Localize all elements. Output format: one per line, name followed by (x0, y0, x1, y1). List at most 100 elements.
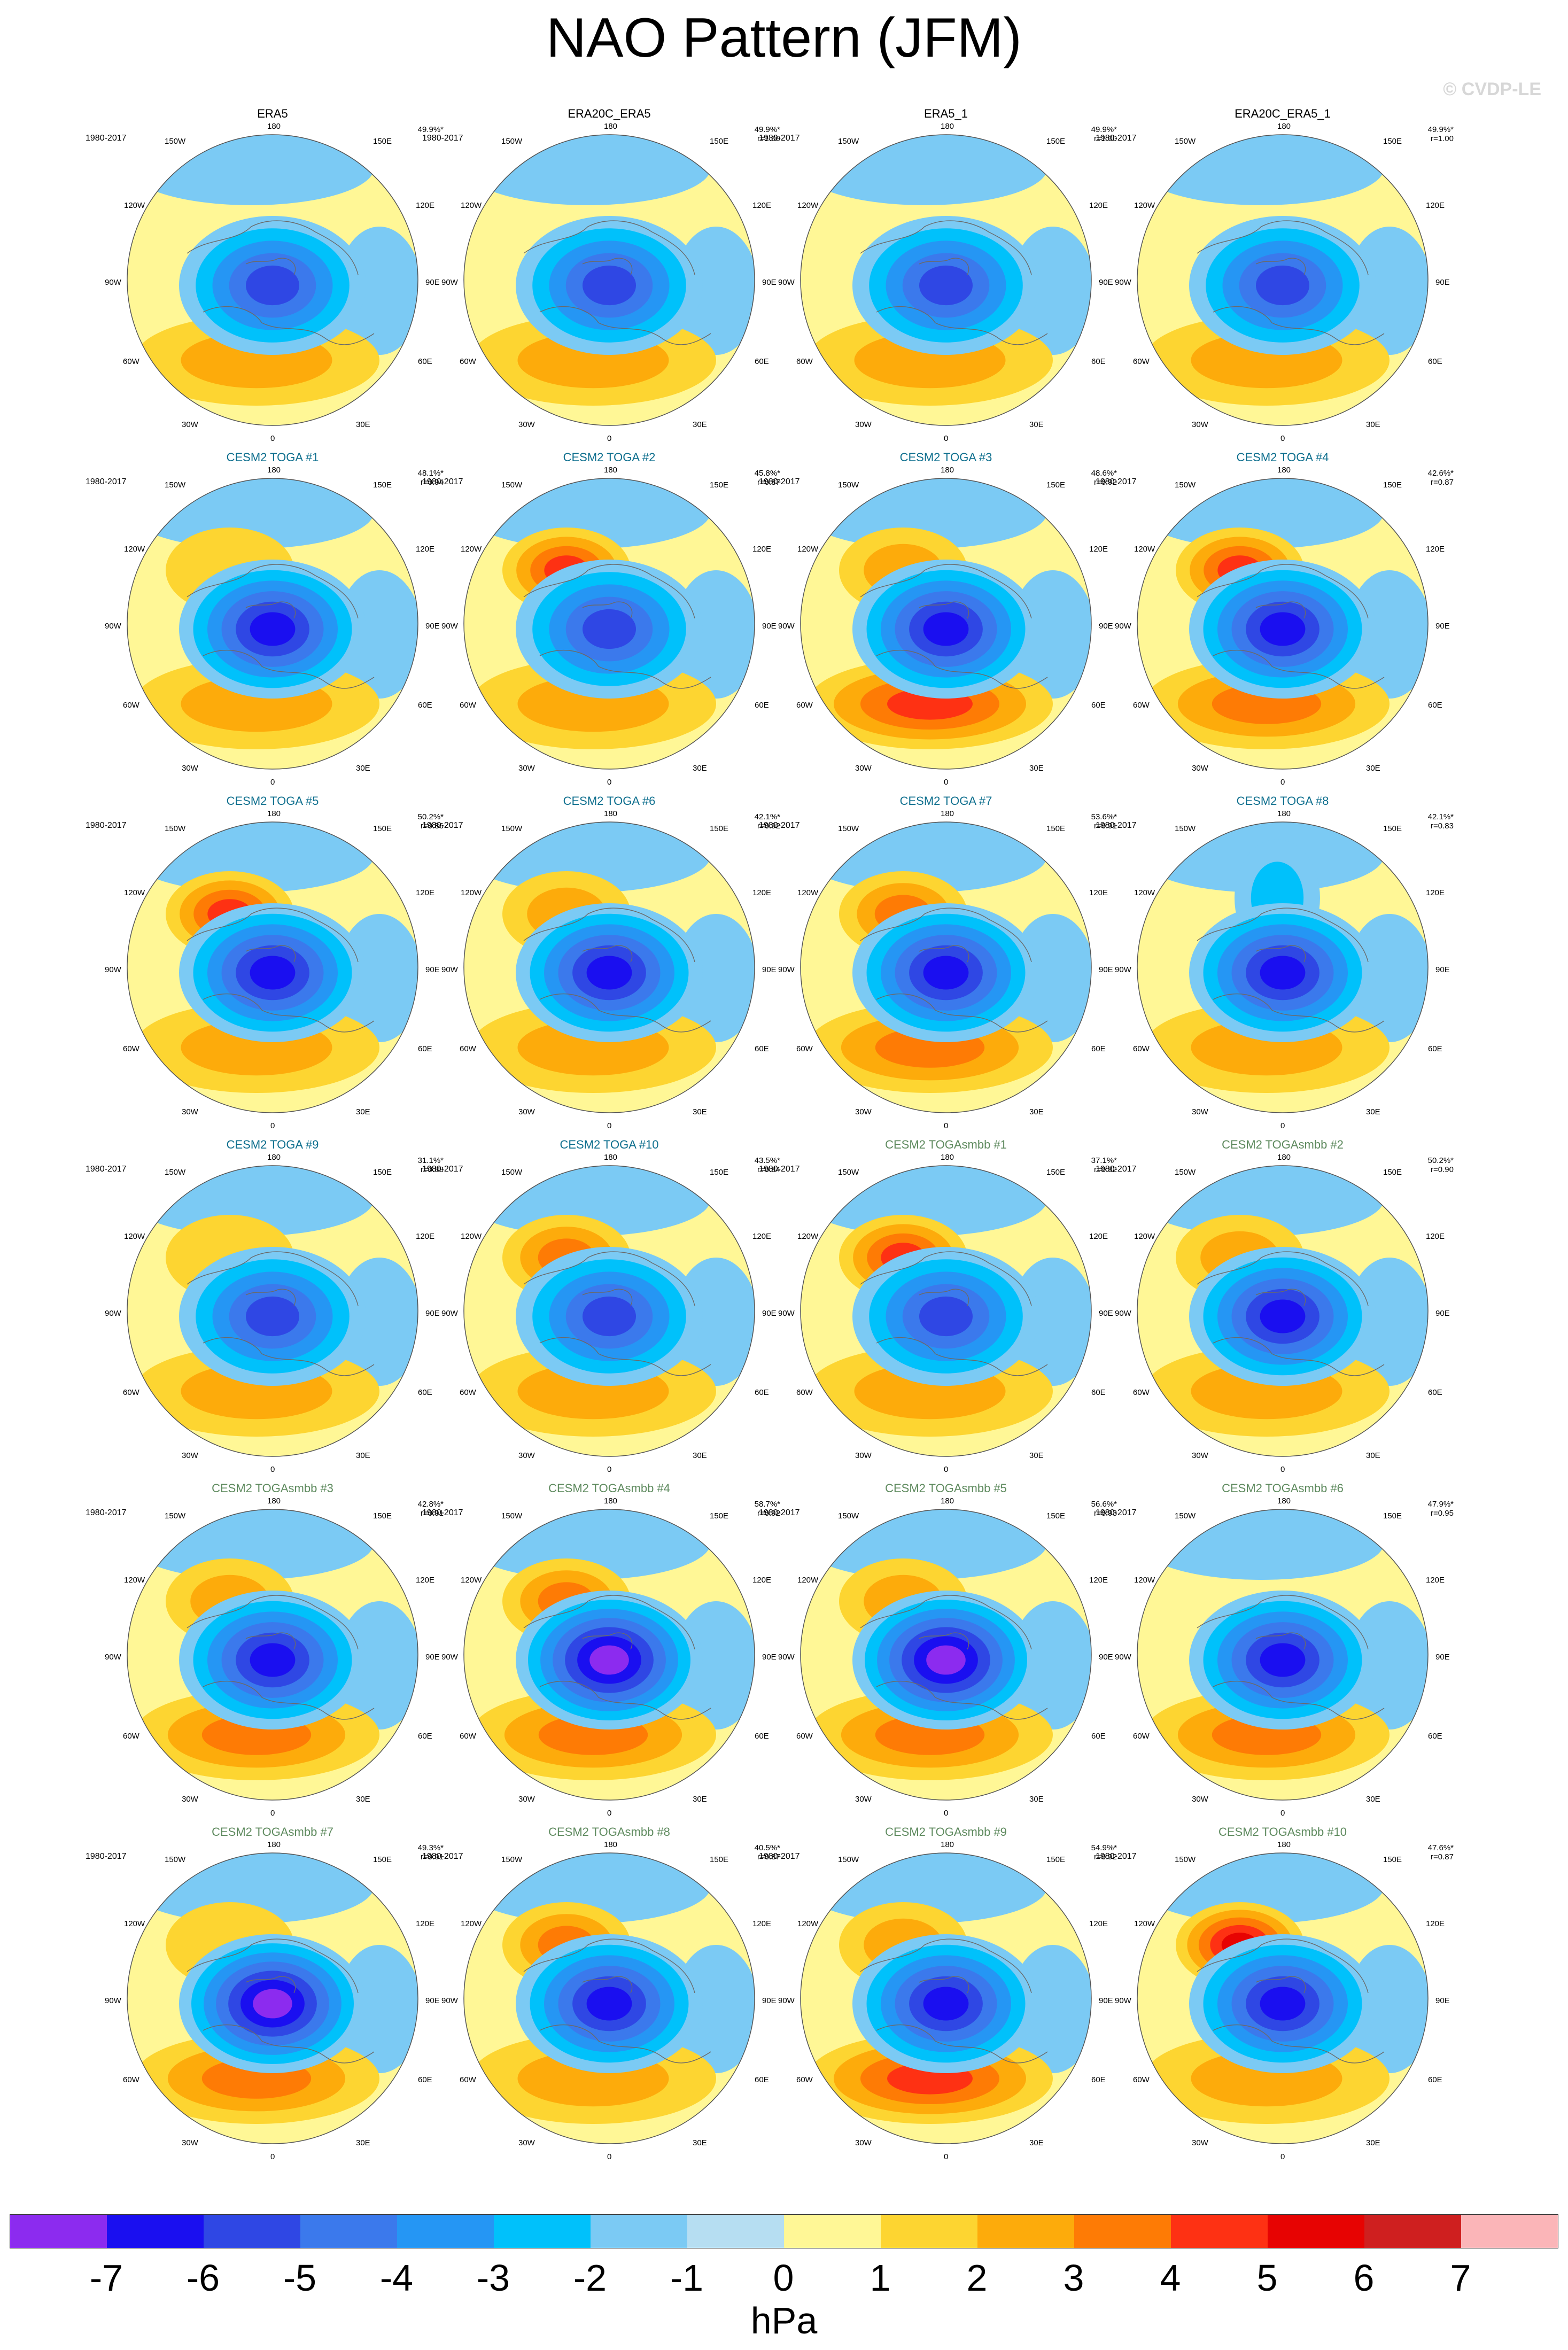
lon-label: 90W (778, 1653, 795, 1662)
arctic-low-contour-6 (1260, 1299, 1306, 1333)
polar-map (800, 1509, 1092, 1801)
lon-label: 30W (1192, 1795, 1208, 1804)
lon-label: 180 (604, 1840, 618, 1849)
arctic-low-contour-6 (1260, 612, 1306, 646)
lon-label: 90W (1115, 1996, 1131, 2005)
lon-label: 150E (1046, 1511, 1066, 1521)
lon-label: 150W (1175, 480, 1196, 490)
polar-map (463, 134, 755, 426)
lon-label: 60E (755, 701, 769, 710)
lon-label: 90W (1115, 1653, 1131, 1662)
lon-label: 180 (267, 1153, 281, 1162)
coastlines (187, 1595, 375, 1720)
variance-explained: 49.9%* (417, 125, 444, 134)
polar-map (800, 1852, 1092, 2144)
arctic-low-contour-7 (253, 1989, 292, 2019)
lon-label: 150E (710, 824, 729, 833)
panel-title: CESM2 TOGA #8 (1236, 794, 1329, 808)
panel-title: CESM2 TOGA #4 (1236, 451, 1329, 464)
map-border (1137, 1852, 1429, 2144)
map-panel: CESM2 TOGAsmbb #10 1980-2017 47.6%* r=0.87 1… (1096, 1825, 1470, 2167)
coastlines (187, 220, 375, 345)
lon-label: 0 (607, 434, 612, 443)
variance-explained: 50.2%* (1427, 1156, 1454, 1165)
map-border (1137, 478, 1429, 770)
map-panel: ERA20C_ERA5 1980-2017 49.9%* r=1.00 180 0 150W… (422, 107, 796, 449)
lon-label: 180 (1277, 466, 1291, 475)
lon-label: 120E (416, 201, 435, 210)
map-panel: CESM2 TOGAsmbb #7 1980-2017 49.3%* r=0.91 18… (86, 1825, 460, 2167)
lon-label: 90W (105, 965, 121, 974)
colorbar-swatch (591, 2215, 687, 2248)
lon-label: 120E (416, 888, 435, 897)
coastlines (523, 220, 711, 345)
lon-label: 120W (797, 1919, 819, 1928)
lon-label: 60W (796, 357, 813, 366)
colorbar-swatch (784, 2215, 881, 2248)
colorbar-swatch (1461, 2215, 1558, 2248)
lon-label: 180 (1277, 809, 1291, 818)
colorbar-tick-label: 7 (1450, 2257, 1471, 2299)
period-label: 1980-2017 (86, 1508, 127, 1517)
panel-stats: 54.9%* r=0.92 (1091, 1843, 1117, 1862)
lon-label: 60E (1428, 357, 1442, 366)
lon-label: 150W (501, 1855, 523, 1864)
lon-label: 120E (1089, 1232, 1108, 1241)
lon-label: 90W (441, 965, 458, 974)
lon-label: 150E (710, 1855, 729, 1864)
lon-label: 120E (416, 1576, 435, 1585)
colorbar-tick-label: 6 (1353, 2257, 1375, 2299)
map-panel: CESM2 TOGA #1 1980-2017 48.1%* r=0.94 180 0 15… (86, 451, 460, 793)
lon-label: 150E (1046, 824, 1066, 833)
pattern-correlation: r=0.91 (421, 1852, 444, 1862)
map-panel: CESM2 TOGA #6 1980-2017 42.1%* r=0.92 180 0 15… (422, 794, 796, 1136)
map-panel: CESM2 TOGAsmbb #8 1980-2017 40.5%* r=0.87 18… (422, 1825, 796, 2167)
lon-label: 0 (270, 1465, 275, 1474)
panel-stats: 49.9%* r=1.00 (1091, 125, 1117, 143)
coastlines (1197, 1595, 1385, 1720)
lon-label: 120E (752, 1232, 772, 1241)
polar-map (1137, 134, 1429, 426)
coastlines (1197, 220, 1385, 345)
lon-label: 30W (1192, 764, 1208, 773)
pattern-correlation: r=0.87 (757, 478, 780, 487)
pattern-correlation: r=0.83 (1431, 821, 1454, 831)
lon-label: 120E (1426, 201, 1445, 210)
map-border (127, 1165, 418, 1457)
map-panel: CESM2 TOGAsmbb #1 1980-2017 37.1%* r=0.82 18… (759, 1138, 1133, 1480)
arctic-low-contour-6 (250, 1643, 296, 1677)
polar-map (463, 1852, 755, 2144)
lon-label: 180 (267, 1496, 281, 1506)
lon-label: 60E (755, 1388, 769, 1397)
variance-explained: 56.6%* (1091, 1500, 1117, 1509)
lon-label: 150E (373, 1168, 392, 1177)
lon-label: 120E (1089, 1919, 1108, 1928)
panel-stats: 49.9%* (418, 125, 444, 134)
lon-label: 30E (693, 1107, 707, 1116)
colorbar-swatch (687, 2215, 784, 2248)
lon-label: 120E (752, 1919, 772, 1928)
coastlines (523, 908, 711, 1033)
lon-label: 30E (693, 764, 707, 773)
map-panel: CESM2 TOGAsmbb #9 1980-2017 54.9%* r=0.92 18… (759, 1825, 1133, 2167)
map-border (127, 1852, 418, 2144)
lon-label: 30E (1029, 1451, 1044, 1460)
pattern-correlation: r=0.95 (1431, 1509, 1454, 1518)
panel-title: CESM2 TOGAsmbb #10 (1218, 1825, 1347, 1839)
map-panel: ERA5 1980-2017 49.9%* 180 0 150W 150E 120W 120E 9… (86, 107, 460, 449)
lon-label: 180 (941, 1153, 954, 1162)
lon-label: 60W (123, 1388, 139, 1397)
lon-label: 60W (460, 1044, 476, 1053)
period-label: 1980-2017 (422, 1508, 463, 1517)
lon-label: 150W (501, 824, 523, 833)
lon-label: 180 (1277, 122, 1291, 131)
map-border (800, 1165, 1092, 1457)
polar-map (127, 1165, 418, 1457)
arctic-low-contour-6 (923, 956, 969, 990)
map-panel: CESM2 TOGA #7 1980-2017 53.6%* r=0.91 180 0 15… (759, 794, 1133, 1136)
lon-label: 60W (1133, 357, 1150, 366)
variance-explained: 48.6%* (1091, 469, 1117, 478)
lon-label: 0 (607, 1121, 612, 1130)
lon-label: 60W (123, 2075, 139, 2084)
lon-label: 150W (838, 480, 859, 490)
